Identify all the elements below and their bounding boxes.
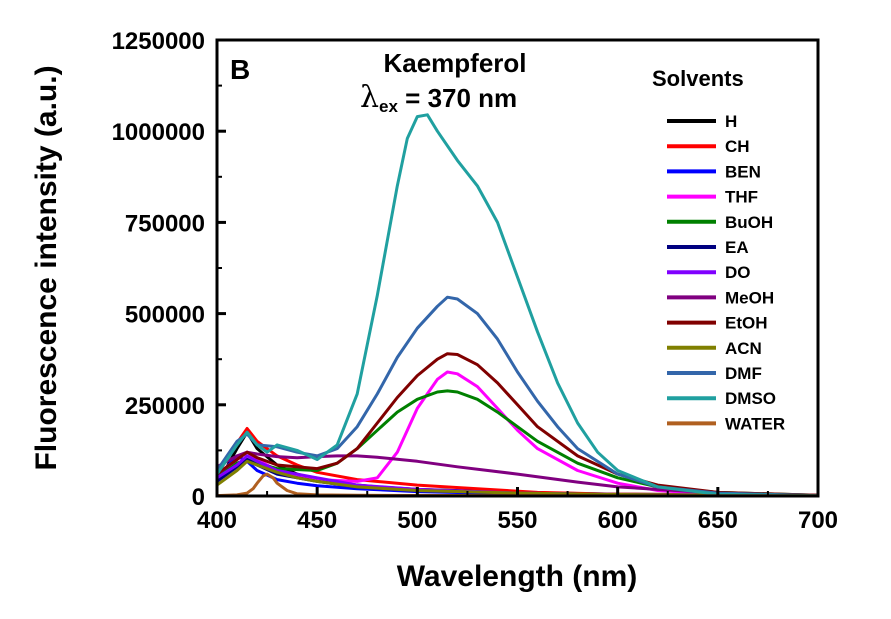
legend-title: Solvents: [652, 66, 744, 91]
series-line-dmso: [217, 113, 818, 496]
x-axis-title: Wavelength (nm): [397, 560, 638, 593]
series-line-meoh: [217, 450, 818, 496]
legend-label-buoh: BuOH: [725, 213, 773, 232]
x-tick-label: 500: [397, 507, 437, 534]
y-tick-label: 500000: [125, 302, 205, 329]
x-tick-label: 400: [197, 507, 237, 534]
legend-label-do: DO: [725, 263, 751, 282]
y-axis-title: Fluorescence intensity (a.u.): [30, 65, 63, 470]
y-tick-label: 0: [192, 484, 205, 511]
legend-label-meoh: MeOH: [725, 288, 774, 307]
x-tick-label: 700: [798, 507, 838, 534]
chart-title: Kaempferol: [383, 48, 526, 78]
legend-label-ch: CH: [725, 137, 750, 156]
tick-layer: 400 450 500 550 600 650 700 0 250000 500000 750000…: [112, 28, 838, 534]
series-line-etoh: [217, 352, 818, 496]
panel-label: B: [230, 54, 250, 85]
x-tick-label: 550: [497, 507, 537, 534]
series-line-acn: [217, 459, 818, 496]
legend-label-ea: EA: [725, 238, 749, 257]
legend-label-h: H: [725, 112, 737, 131]
subtitle-sub: ex: [379, 97, 398, 116]
legend-label-acn: ACN: [725, 339, 762, 358]
series-line-dmf: [217, 295, 818, 496]
legend-label-ben: BEN: [725, 162, 761, 181]
legend-label-thf: THF: [725, 188, 758, 207]
legend-label-dmf: DMF: [725, 364, 762, 383]
y-tick-label: 1000000: [112, 119, 205, 146]
legend-label-etoh: EtOH: [725, 314, 768, 333]
chart-subtitle: λex = 370 nm: [360, 80, 517, 116]
x-tick-label: 600: [598, 507, 638, 534]
y-tick-label: 250000: [125, 393, 205, 420]
legend-label-water: WATER: [725, 414, 785, 433]
x-tick-label: 450: [297, 507, 337, 534]
x-tick-label: 650: [698, 507, 738, 534]
y-tick-label: 750000: [125, 210, 205, 237]
subtitle-lambda: λ: [360, 80, 379, 115]
legend: H CH BEN THF BuOH EA DO MeOH EtOH ACN DMF DMSO WATER: [667, 112, 785, 433]
subtitle-rest: = 370 nm: [398, 83, 517, 113]
legend-label-dmso: DMSO: [725, 389, 776, 408]
y-tick-label: 1250000: [112, 28, 205, 55]
